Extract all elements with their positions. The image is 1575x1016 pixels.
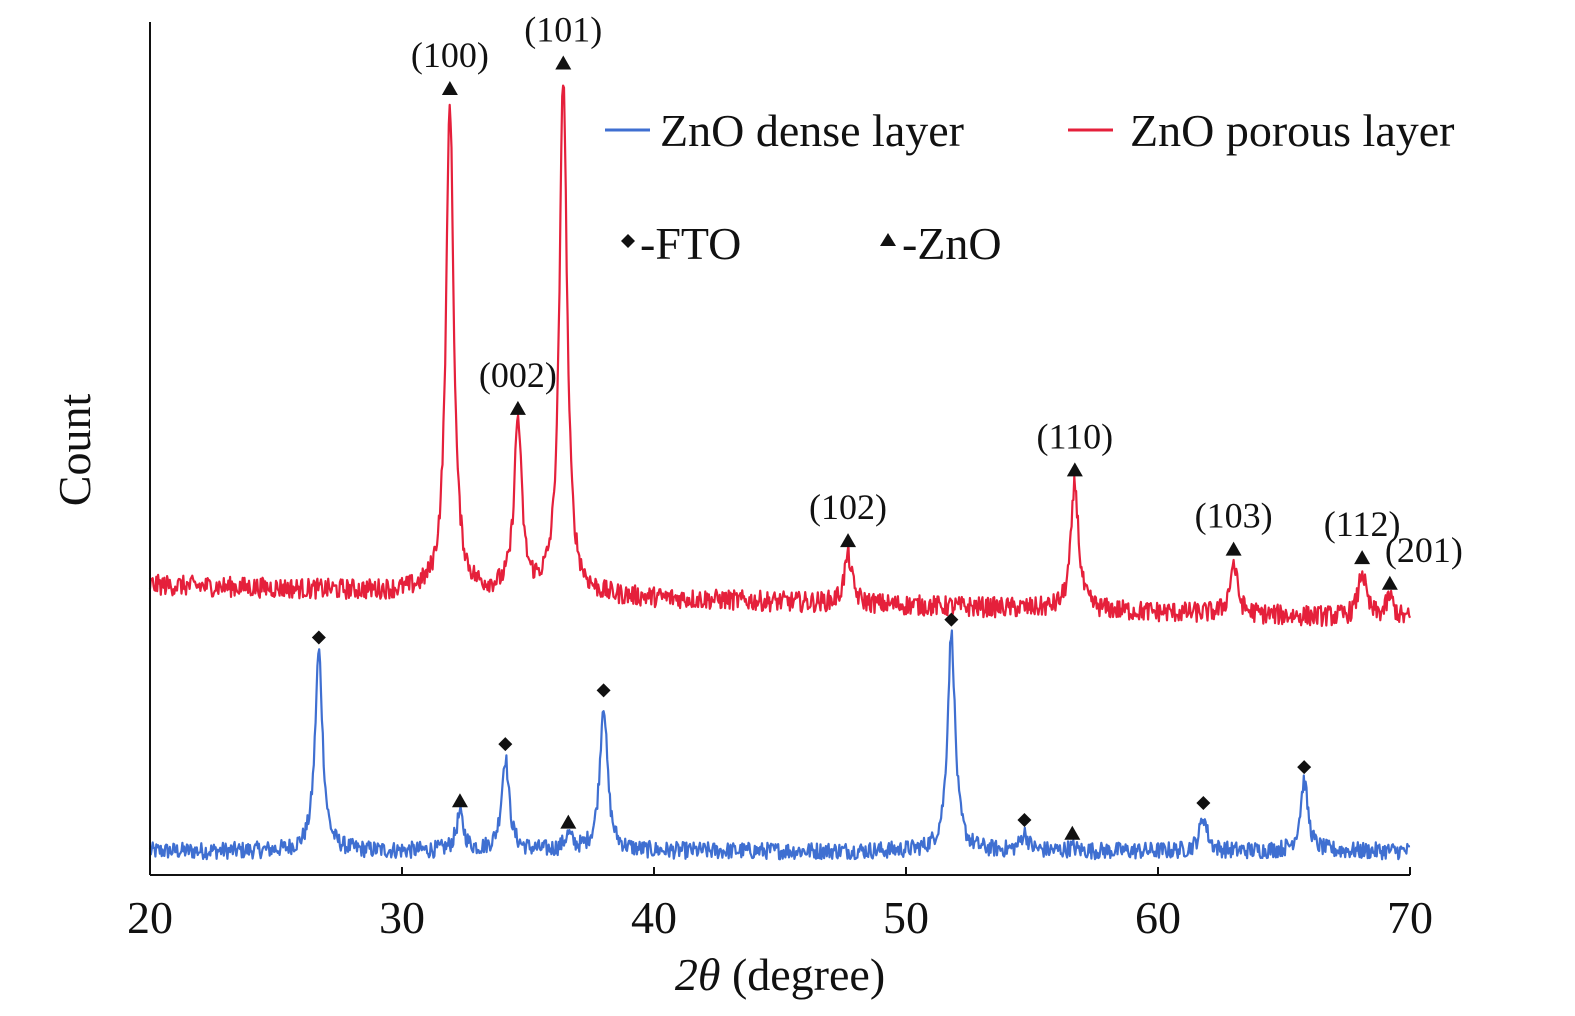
x-axis-title-symbol: 2θ [675, 949, 721, 1000]
peak-label: (110) [1037, 416, 1114, 456]
fto-peak-marker-icon [311, 630, 326, 645]
peak-label: (103) [1195, 496, 1273, 536]
plot-peak-labels: (100) (002) (101) (102) (110) (103) (112)(201) [411, 9, 1463, 569]
plot-markers [311, 55, 1398, 840]
zno-peak-marker-icon [840, 533, 857, 548]
legend-diamond-icon [621, 234, 635, 248]
legend-label-dense: ZnO dense layer [660, 105, 964, 156]
peak-label: (100) [411, 35, 489, 75]
legend-label-fto: -FTO [640, 218, 741, 269]
x-tick-label: 60 [1135, 892, 1181, 943]
zno-peak-marker-icon [1066, 462, 1083, 477]
peak-label: (002) [479, 355, 557, 395]
x-tick-label: 40 [631, 892, 677, 943]
x-tick-label: 20 [127, 892, 173, 943]
series-line-dense [148, 629, 1411, 861]
legend: ZnO dense layer ZnO porous layer -FTO -Z… [605, 105, 1454, 269]
fto-peak-marker-icon [498, 737, 513, 752]
fto-peak-marker-icon [1017, 813, 1032, 828]
peak-label: (102) [809, 487, 887, 527]
fto-peak-marker-icon [944, 612, 959, 627]
zno-peak-marker-icon [1381, 575, 1398, 590]
legend-label-porous: ZnO porous layer [1130, 105, 1454, 156]
zno-peak-marker-icon [1354, 550, 1371, 565]
zno-peak-marker-icon [560, 814, 577, 829]
peak-label: (201) [1385, 530, 1463, 570]
y-axis-title: Count [49, 394, 100, 507]
fto-peak-marker-icon [596, 683, 611, 698]
plot-series [148, 84, 1412, 861]
x-tick-label: 50 [883, 892, 929, 943]
peak-label: (101) [524, 9, 602, 49]
zno-peak-marker-icon [509, 400, 526, 415]
zno-peak-marker-icon [451, 793, 468, 808]
x-axis-title: 2θ (degree) [675, 949, 885, 1000]
legend-triangle-icon [880, 233, 896, 246]
series-line-porous [148, 84, 1412, 628]
x-axis-title-unit: (degree) [720, 949, 885, 1000]
axes [149, 22, 1410, 876]
fto-peak-marker-icon [1196, 795, 1211, 810]
zno-peak-marker-icon [1064, 825, 1081, 840]
x-ticks: 20 30 40 50 60 70 [127, 867, 1433, 943]
legend-label-zno: -ZnO [902, 218, 1002, 269]
zno-peak-marker-icon [1225, 541, 1242, 556]
peak-label: (112) [1324, 504, 1401, 544]
x-tick-label: 70 [1387, 892, 1433, 943]
fto-peak-marker-icon [1297, 760, 1312, 775]
zno-peak-marker-icon [441, 81, 458, 96]
zno-peak-marker-icon [555, 55, 572, 70]
x-tick-label: 30 [379, 892, 425, 943]
